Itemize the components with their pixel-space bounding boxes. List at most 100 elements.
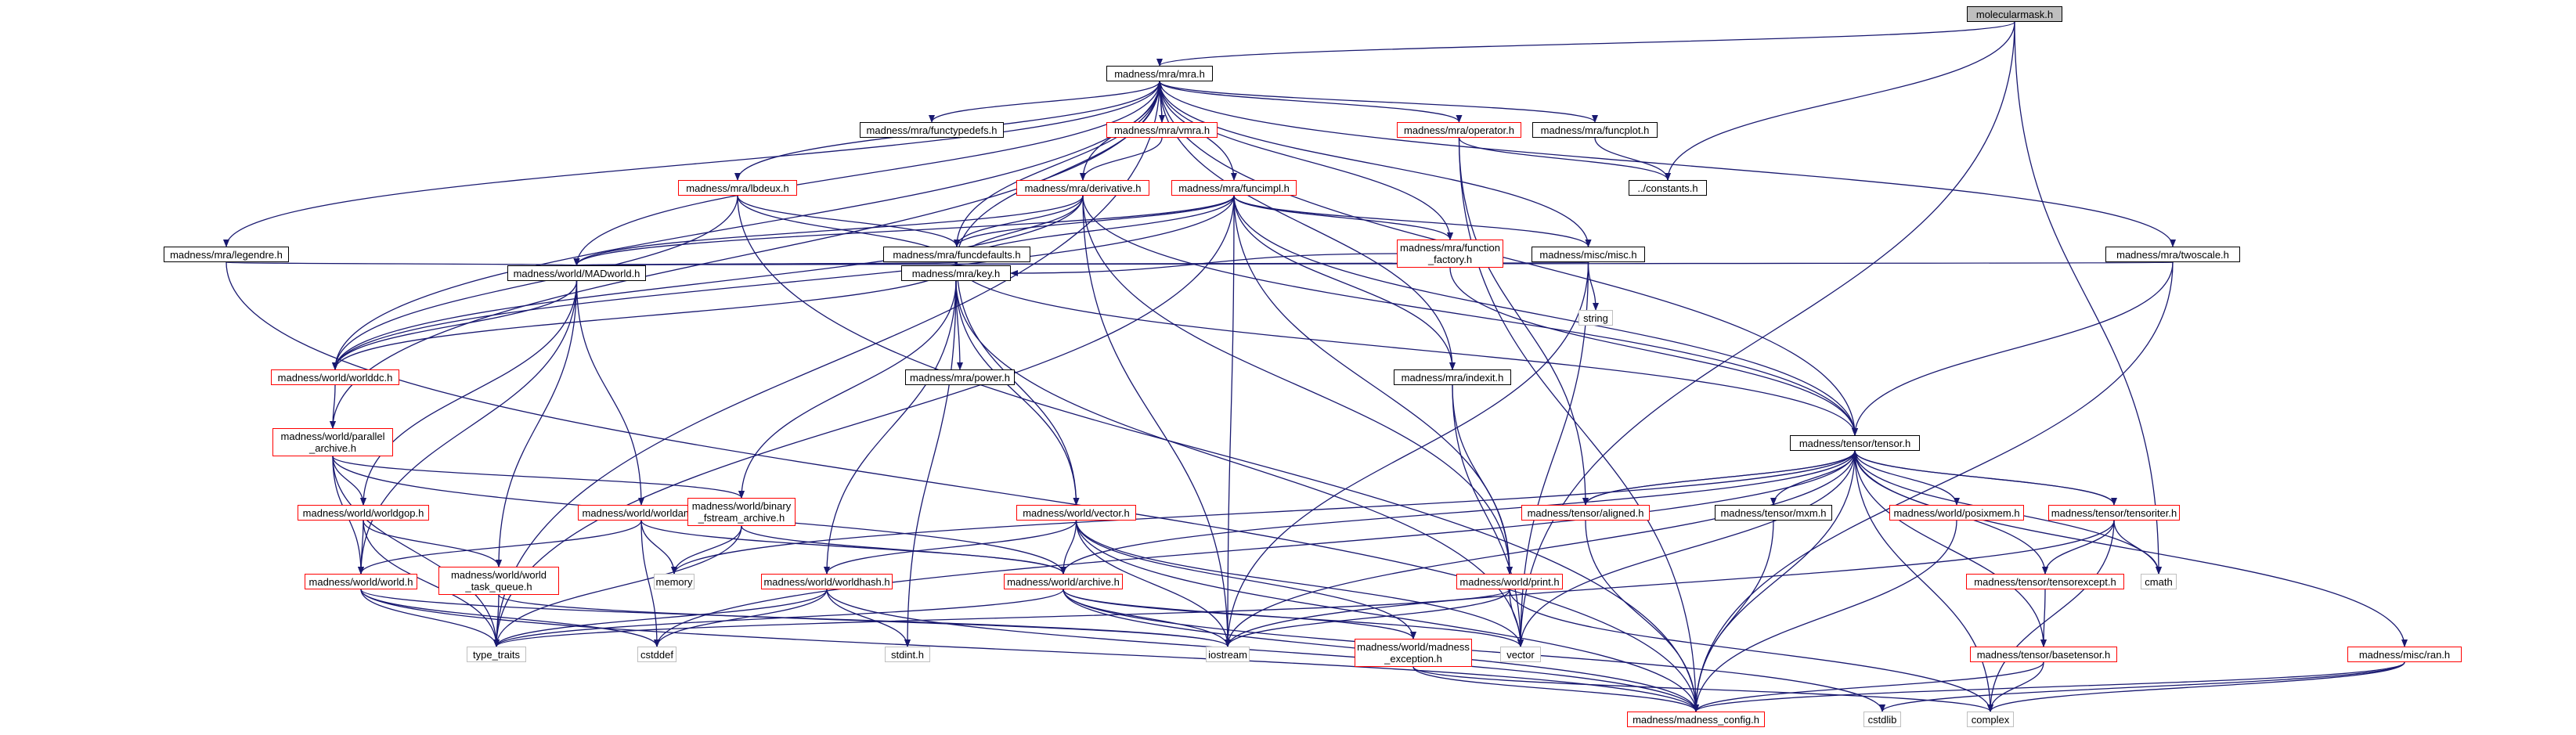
edge-funcimpl-to-ffactory: [1233, 195, 1453, 240]
edge-ran-to-complex: [1987, 661, 2405, 712]
node-derivative-h[interactable]: madness/mra/derivative.h: [1016, 180, 1149, 196]
node-vector-h[interactable]: madness/world/vector.h: [1016, 505, 1136, 521]
edge-miscmisc-to-iostream: [1225, 261, 1589, 647]
edge-moleculr-to-cmath: [2014, 21, 2162, 575]
edge-mra-to-funcdefaults: [954, 81, 1160, 247]
node-funcplot-h[interactable]: madness/mra/funcplot.h: [1532, 122, 1658, 138]
node-constants-h[interactable]: ../constants.h: [1629, 180, 1707, 196]
edge-basetensor-to-complex: [1987, 661, 2044, 712]
node-madworld-h[interactable]: madness/world/MADworld.h: [507, 265, 646, 281]
node-worldam-h[interactable]: madness/world/worldam.h: [578, 505, 705, 521]
node-ran-h[interactable]: madness/misc/ran.h: [2347, 647, 2462, 662]
node-string[interactable]: string: [1578, 310, 1613, 326]
node-print-h[interactable]: madness/world/print.h: [1456, 574, 1563, 589]
node-archive-h[interactable]: madness/world/archive.h: [1004, 574, 1123, 589]
node-vmra-h[interactable]: madness/mra/vmra.h: [1106, 122, 1218, 138]
node-world-h[interactable]: madness/world/world.h: [305, 574, 417, 589]
edge-twoscale-to-madworld: [575, 258, 2174, 266]
edge-worlddc-to-parallel: [330, 384, 337, 429]
edge-madworld-to-wtaskq: [496, 280, 578, 567]
node-parallel-archive-h[interactable]: madness/world/parallel _archive.h: [272, 428, 393, 456]
node-legendre-h[interactable]: madness/mra/legendre.h: [164, 247, 289, 262]
edge-mra-to-madworld: [573, 81, 1160, 266]
edge-worldam-to-memory: [640, 520, 677, 575]
edge-worldhash-to-stdint: [826, 589, 911, 647]
edge-mra-to-twoscale: [1159, 81, 2176, 247]
edge-operator-to-constants: [1458, 137, 1671, 181]
node-worldhash-h[interactable]: madness/world/worldhash.h: [761, 574, 893, 589]
node-madness-exception-h[interactable]: madness/world/madness _exception.h: [1355, 639, 1472, 667]
node-vector[interactable]: vector: [1500, 647, 1541, 662]
edge-tensor-to-posixmem: [1854, 450, 1960, 506]
edge-print-to-vector: [1509, 589, 1524, 647]
node-stdint-h[interactable]: stdint.h: [885, 647, 930, 662]
edge-worldhash-to-cstddef: [654, 589, 828, 647]
node-type-traits[interactable]: type_traits: [467, 647, 526, 662]
edge-lbdeux-to-worlddc: [332, 195, 738, 370]
edge-parallel-to-binary: [332, 456, 745, 499]
node-cmath[interactable]: cmath: [2141, 574, 2177, 589]
node-power-h[interactable]: madness/mra/power.h: [905, 369, 1015, 385]
edge-ran-to-cstdlib: [1879, 661, 2405, 712]
edge-derivative-to-iostream: [1082, 195, 1231, 647]
node-key-h[interactable]: madness/mra/key.h: [901, 265, 1011, 281]
node-mra-h[interactable]: madness/mra/mra.h: [1106, 66, 1213, 81]
edge-tensor-to-vector: [1517, 450, 1856, 647]
node-tensor-h[interactable]: madness/tensor/tensor.h: [1790, 435, 1920, 451]
edge-ffactory-to-tensor: [1449, 267, 1858, 436]
edge-binary-to-memory: [671, 525, 742, 575]
node-basetensor-h[interactable]: madness/tensor/basetensor.h: [1970, 647, 2117, 662]
edge-vector_h-to-vector: [1075, 520, 1524, 647]
edge-funcplot-to-constants: [1594, 137, 1671, 181]
node-function-factory-h[interactable]: madness/mra/function _factory.h: [1397, 240, 1503, 268]
edge-funcimpl-to-miscmisc: [1233, 195, 1592, 247]
node-funcdefaults-h[interactable]: madness/mra/funcdefaults.h: [883, 247, 1030, 262]
node-operator-h[interactable]: madness/mra/operator.h: [1397, 122, 1521, 138]
node-cstdlib[interactable]: cstdlib: [1863, 712, 1901, 727]
edge-worldam-to-cstddef: [640, 520, 660, 647]
edge-tensor-to-archive: [1060, 450, 1856, 575]
node-indexit-h[interactable]: madness/mra/indexit.h: [1394, 369, 1511, 385]
edge-madworld-to-worldgop: [360, 280, 578, 506]
edge-aligned-to-tensor: [1585, 450, 1858, 506]
edge-funcdefaults-to-madworld: [575, 258, 958, 266]
edge-derivative-to-funcdefaults: [954, 195, 1084, 247]
node-complex[interactable]: complex: [1967, 712, 2014, 727]
edge-funcimpl-to-worlddc: [332, 195, 1235, 370]
node-misc-h[interactable]: madness/misc/misc.h: [1532, 247, 1645, 262]
node-tensorexcept-h[interactable]: madness/tensor/tensorexcept.h: [1966, 574, 2124, 589]
node-funcimpl-h[interactable]: madness/mra/funcimpl.h: [1171, 180, 1297, 196]
edge-vmra-to-mra: [1156, 81, 1164, 123]
edge-derivative-to-worlddc: [332, 195, 1084, 370]
edge-mra-to-parallel: [330, 81, 1160, 429]
node-lbdeux-h[interactable]: madness/mra/lbdeux.h: [678, 180, 797, 196]
node-mxm-h[interactable]: madness/tensor/mxm.h: [1715, 505, 1832, 521]
edge-tensor-to-iostream: [1225, 450, 1856, 647]
edge-mra-to-ftypedefs: [929, 81, 1160, 123]
edge-tensorexcept-to-basetensor: [2040, 589, 2047, 647]
edge-tensor-to-ran: [1854, 450, 2408, 647]
node-aligned-h[interactable]: madness/tensor/aligned.h: [1521, 505, 1650, 521]
node-memory[interactable]: memory: [654, 574, 695, 589]
node-worldgop-h[interactable]: madness/world/worldgop.h: [298, 505, 429, 521]
edge-print-to-iostream: [1225, 589, 1510, 647]
node-world-task-queue-h[interactable]: madness/world/world _task_queue.h: [438, 567, 559, 595]
node-cstddef[interactable]: cstddef: [637, 647, 676, 662]
edge-world-to-config: [360, 589, 1699, 712]
node-functypedefs-h[interactable]: madness/mra/functypedefs.h: [860, 122, 1004, 138]
edge-vector_h-to-worldhash: [824, 520, 1077, 575]
node-binary-fstream-archive-h[interactable]: madness/world/binary _fstream_archive.h: [687, 498, 796, 526]
node-worlddc-h[interactable]: madness/world/worlddc.h: [271, 369, 399, 385]
edge-tensoriter-to-complex: [1987, 520, 2115, 712]
node-iostream[interactable]: iostream: [1206, 647, 1250, 662]
node-twoscale-h[interactable]: madness/mra/twoscale.h: [2105, 247, 2240, 262]
edge-funcimpl-to-iostream: [1225, 195, 1235, 647]
edge-worldgop-to-wtaskq: [363, 520, 502, 567]
edge-layer: [223, 21, 2408, 712]
edge-key-to-vector_h: [955, 280, 1080, 506]
node-posixmem-h[interactable]: madness/world/posixmem.h: [1889, 505, 2024, 521]
node-madness-config-h[interactable]: madness/madness_config.h: [1627, 712, 1765, 727]
edge-twoscale-to-tensor: [1852, 261, 2174, 436]
node-tensoriter-h[interactable]: madness/tensor/tensoriter.h: [2048, 505, 2180, 521]
